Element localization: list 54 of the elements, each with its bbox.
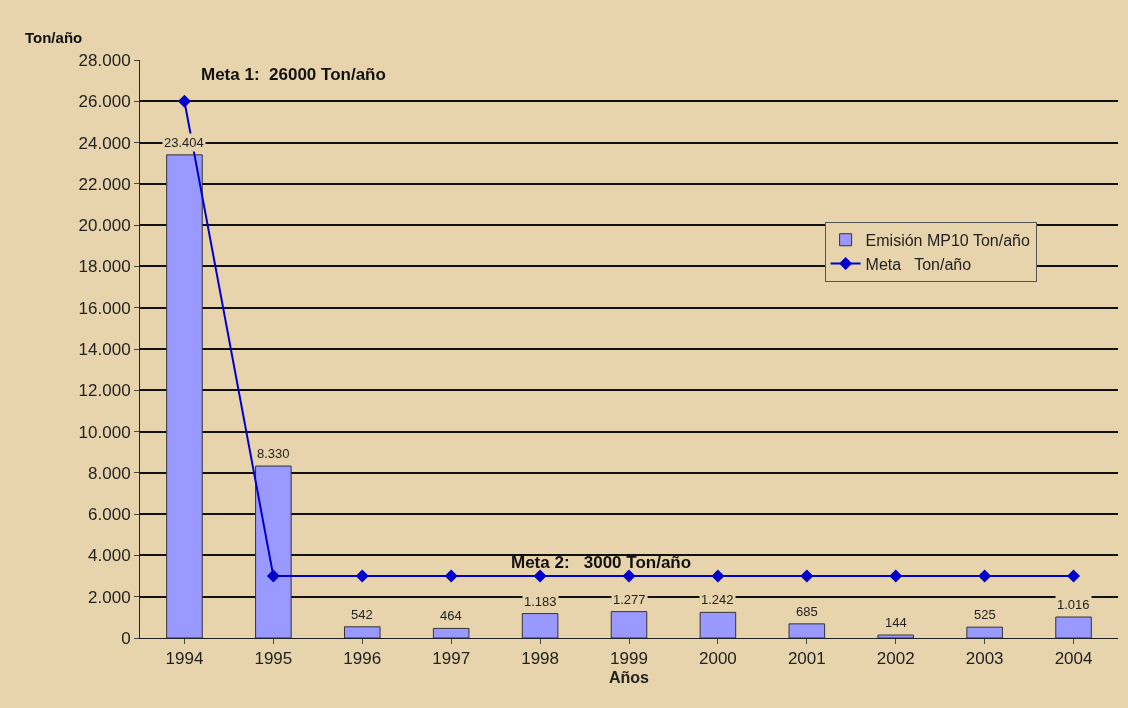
x-tick-label: 2000 bbox=[699, 649, 737, 669]
legend-label: Meta Ton/año bbox=[865, 255, 972, 273]
data-label: 464 bbox=[440, 608, 462, 623]
x-tick-label: 2004 bbox=[1054, 649, 1093, 669]
legend-label: Emisión MP10 Ton/año bbox=[865, 231, 1030, 249]
bar bbox=[166, 154, 203, 638]
x-tick-label: 1996 bbox=[343, 649, 382, 669]
bar bbox=[343, 626, 381, 638]
data-label: 1.277 bbox=[613, 592, 646, 607]
annotation: Meta 1: 26000 Ton/año bbox=[201, 65, 386, 84]
x-tick-label: 1999 bbox=[610, 649, 648, 669]
y-tick-label: 4.000 bbox=[88, 546, 131, 566]
bar bbox=[255, 465, 292, 638]
data-label: 8.330 bbox=[257, 446, 290, 461]
y-tick-label: 24.000 bbox=[78, 133, 131, 153]
bar bbox=[1055, 616, 1092, 638]
x-axis-title: Años bbox=[609, 669, 650, 687]
x-tick-label: 2003 bbox=[965, 649, 1004, 669]
y-tick-label: 6.000 bbox=[88, 505, 131, 525]
y-tick-label: 28.000 bbox=[78, 50, 131, 70]
y-tick-label: 8.000 bbox=[88, 463, 131, 483]
data-label: 1.183 bbox=[524, 594, 557, 609]
x-tick-label: 2002 bbox=[876, 649, 915, 669]
data-label: 1.242 bbox=[701, 592, 734, 607]
y-tick-label: 10.000 bbox=[78, 422, 131, 442]
x-tick-label: 2001 bbox=[787, 649, 826, 669]
y-tick-label: 18.000 bbox=[78, 257, 131, 277]
x-tick-label: 1995 bbox=[254, 649, 293, 669]
x-tick-label: 1997 bbox=[432, 649, 471, 669]
y-axis-title: Ton/año bbox=[25, 29, 83, 46]
bar bbox=[877, 634, 915, 638]
annotation: Meta 2: 3000 Ton/año bbox=[511, 553, 692, 572]
data-label: 525 bbox=[974, 607, 996, 622]
data-label: 144 bbox=[885, 615, 907, 630]
data-label: 542 bbox=[351, 607, 373, 622]
y-tick-label: 12.000 bbox=[78, 381, 131, 401]
bar bbox=[699, 611, 737, 638]
bar bbox=[610, 611, 648, 638]
bar bbox=[521, 613, 559, 638]
y-tick-label: 0 bbox=[121, 628, 131, 648]
data-label: 1.016 bbox=[1057, 597, 1090, 612]
bar bbox=[432, 627, 470, 638]
y-tick-label: 20.000 bbox=[78, 216, 131, 236]
y-tick-label: 2.000 bbox=[88, 587, 131, 607]
data-label: 23.404 bbox=[164, 135, 204, 150]
bar bbox=[788, 623, 826, 638]
y-tick-label: 26.000 bbox=[78, 92, 131, 112]
x-tick-label: 1998 bbox=[521, 649, 559, 669]
y-tick-label: 14.000 bbox=[78, 339, 131, 359]
x-tick-label: 1994 bbox=[165, 649, 204, 669]
data-label: 685 bbox=[796, 604, 818, 619]
bar bbox=[966, 626, 1003, 638]
y-tick-label: 16.000 bbox=[78, 298, 131, 318]
y-tick-label: 22.000 bbox=[78, 174, 131, 194]
